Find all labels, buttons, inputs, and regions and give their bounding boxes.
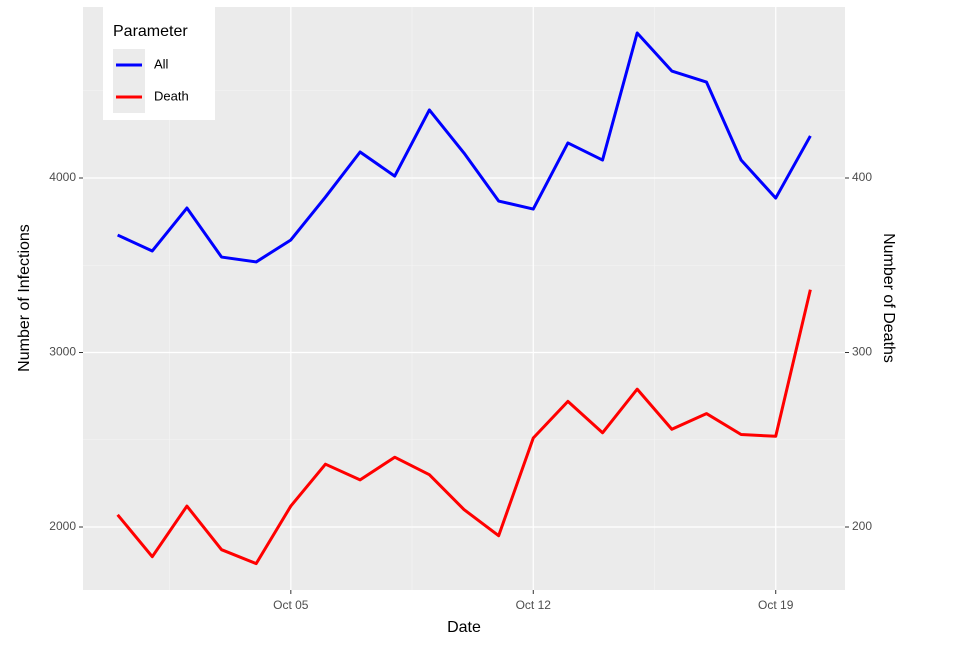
legend-label: Death xyxy=(154,88,189,103)
y-tick-label: 3000 xyxy=(49,345,76,359)
y2-tick-label: 300 xyxy=(852,345,872,359)
legend-label: All xyxy=(154,56,169,71)
y-tick-label: 4000 xyxy=(49,170,76,184)
y2-tick-label: 400 xyxy=(852,170,872,184)
y2-axis-title: Number of Deaths xyxy=(880,233,897,363)
legend: Parameter All Death xyxy=(103,7,215,120)
series-line xyxy=(116,289,812,566)
y-tick-label: 2000 xyxy=(49,519,76,533)
y2-tick-label: 200 xyxy=(852,519,872,533)
x-tick-label: Oct 05 xyxy=(273,598,309,612)
x-tick-label: Oct 12 xyxy=(516,598,552,612)
series-line xyxy=(117,31,812,264)
legend-title: Parameter xyxy=(113,23,188,40)
x-axis-title: Date xyxy=(447,619,481,636)
x-tick-label: Oct 19 xyxy=(758,598,794,612)
y-axis-title: Number of Infections xyxy=(16,224,33,372)
